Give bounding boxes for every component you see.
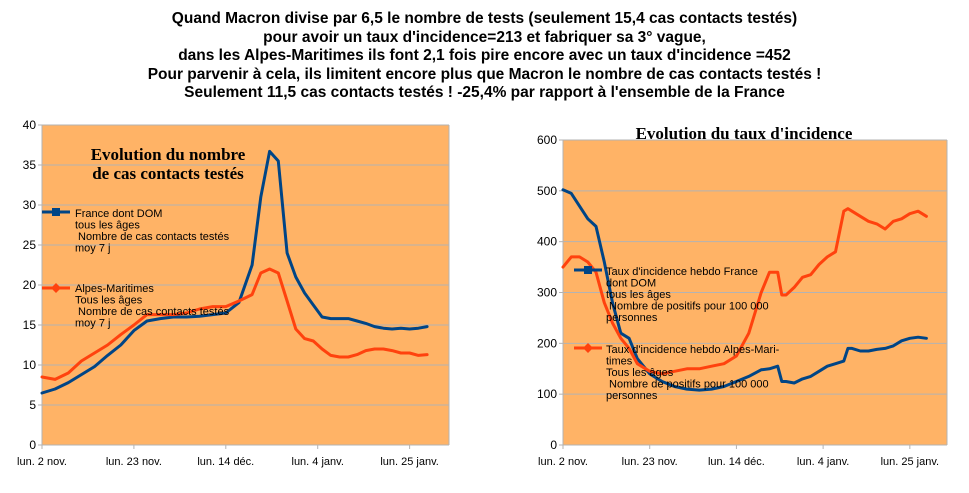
legend-label-line: personnes	[606, 312, 658, 324]
chart-1: 0 5 10 15 20 25 30 35 40 lun. 2 nov. lun. 23 nov. l…	[17, 118, 450, 468]
legend-label-line: France dont DOM	[75, 208, 162, 220]
legend-label-line: Nombre de cas contacts testés	[75, 231, 230, 243]
y-tick-label: 100	[537, 387, 557, 401]
legend-label-line: moy 7 j	[75, 318, 110, 330]
legend-label-line: Tous les âges	[606, 367, 674, 379]
headline-line-1: Quand Macron divise par 6,5 le nombre de…	[171, 10, 798, 27]
x-tick-label: lun. 4 janv.	[292, 456, 344, 468]
chart-2: 0 100 200 300 400 500 600 lun. 2 nov. lun. 23 no…	[537, 124, 948, 468]
x-tick-label: lun. 25 janv.	[881, 456, 940, 468]
series-line-1	[40, 149, 429, 395]
x-tick-label: lun. 2 nov.	[538, 456, 588, 468]
x-tick-label: lun. 23 nov.	[622, 456, 678, 468]
headline: Quand Macron divise par 6,5 le nombre de…	[0, 10, 969, 103]
legend-label-line: Nombre de positifs pour 100 000	[606, 301, 769, 313]
x-tick-label: lun. 14 déc.	[197, 456, 254, 468]
legend-label-line: Alpes-Maritimes	[75, 283, 154, 295]
legend-marker-square	[52, 208, 60, 216]
y-tick-label: 200	[537, 336, 557, 350]
x-tick-label: lun. 23 nov.	[106, 456, 162, 468]
headline-line-3: dans les Alpes-Maritimes ils font 2,1 fo…	[178, 47, 791, 65]
legend-label-line: times	[606, 356, 633, 368]
series-line-2	[40, 267, 429, 381]
legend-entry-2: Taux d'incidence hebdo Alpes-Mari-timesT…	[574, 343, 780, 402]
y-tick-label: 500	[537, 184, 557, 198]
legend-label-line: moy 7 j	[75, 243, 110, 255]
legend-label-line: tous les âges	[75, 220, 140, 232]
y-tick-label: 20	[23, 278, 37, 292]
y-tick-label: 600	[537, 133, 557, 147]
legend-label-line: dont DOM	[606, 278, 656, 290]
legend-label-line: Taux d'incidence hebdo France	[606, 266, 758, 278]
y-tick-label: 40	[23, 118, 37, 132]
x-tick-label: lun. 14 déc.	[708, 456, 765, 468]
series-line-1	[561, 188, 928, 392]
x-tick-label: lun. 2 nov.	[17, 456, 67, 468]
chart-title-line: Evolution du taux d'incidence	[636, 124, 853, 143]
y-tick-label: 0	[29, 438, 36, 452]
y-tick-label: 0	[550, 438, 557, 452]
legend-label-line: personnes	[606, 390, 658, 402]
y-tick-label: 25	[23, 238, 37, 252]
chart-title-line: de cas contacts testés	[92, 164, 244, 183]
y-tick-label: 400	[537, 235, 557, 249]
y-tick-label: 35	[23, 158, 37, 172]
series-line-2	[561, 207, 928, 376]
y-tick-label: 10	[23, 358, 37, 372]
x-tick-label: lun. 4 janv.	[797, 456, 849, 468]
legend-label-line: Tous les âges	[75, 295, 143, 307]
legend-label-line: Nombre de cas contacts testés	[75, 306, 230, 318]
x-tick-label: lun. 25 janv.	[380, 456, 439, 468]
y-tick-label: 30	[23, 198, 37, 212]
legend-label-line: Taux d'incidence hebdo Alpes-Mari-	[606, 344, 780, 356]
headline-line-5: Seulement 11,5 cas contacts testés ! -25…	[184, 84, 785, 102]
headline-line-4: Pour parvenir à cela, ils limitent encor…	[147, 65, 822, 83]
headline-line-2: pour avoir un taux d'incidence=213 et fa…	[263, 28, 706, 46]
legend-label-line: tous les âges	[606, 289, 671, 301]
legend-marker-square	[584, 266, 592, 274]
y-tick-label: 300	[537, 286, 557, 300]
y-tick-label: 5	[29, 398, 36, 412]
legend-marker-diamond	[583, 343, 593, 353]
legend-marker-diamond	[51, 283, 61, 293]
chart-title-line: Evolution du nombre	[91, 145, 246, 164]
legend-label-line: Nombre de positifs pour 100 000	[606, 379, 769, 391]
y-tick-label: 15	[23, 318, 37, 332]
